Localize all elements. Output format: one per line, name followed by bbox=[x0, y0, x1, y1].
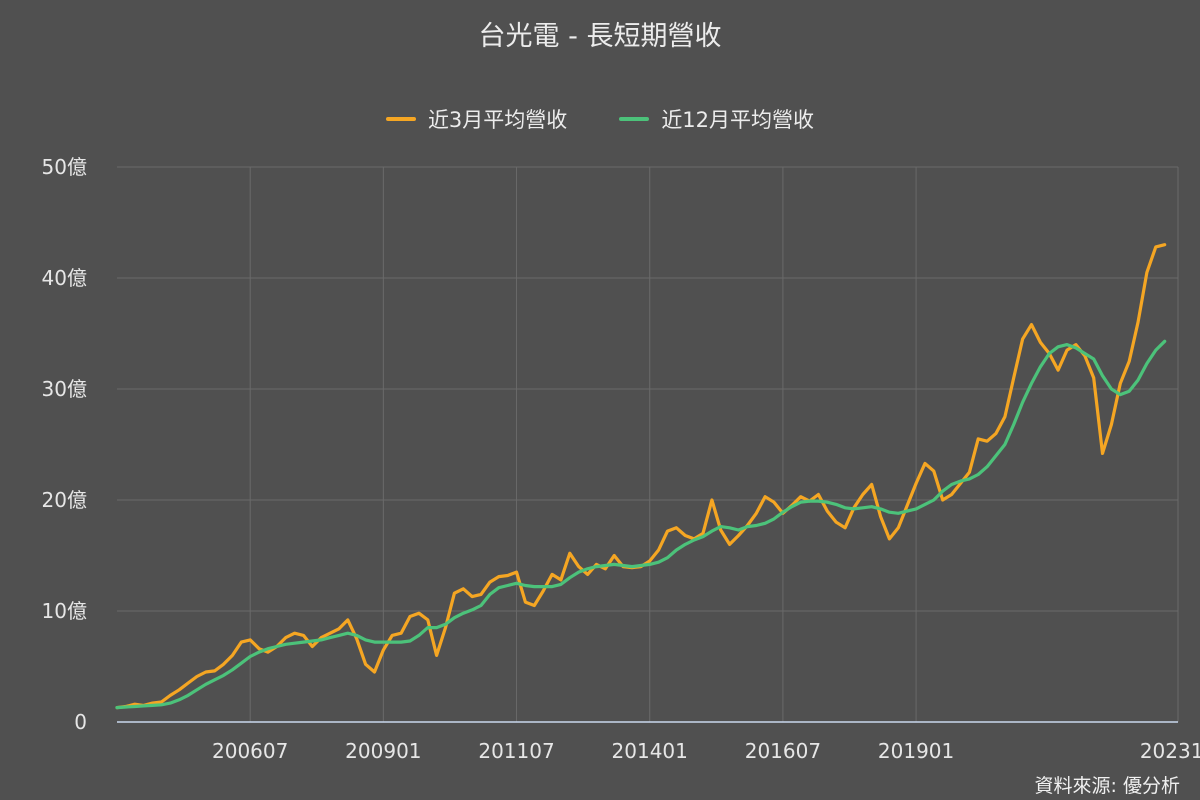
y-tick-label: 40億 bbox=[42, 266, 87, 290]
y-tick-label: 0 bbox=[74, 710, 87, 734]
x-tick-label: 200901 bbox=[345, 739, 421, 763]
series-line-3m-average bbox=[115, 243, 1167, 710]
x-tick-label: 201107 bbox=[478, 739, 554, 763]
x-tick-label: 201401 bbox=[612, 739, 688, 763]
x-tick-label: 201607 bbox=[745, 739, 821, 763]
legend-swatch-12m bbox=[619, 117, 650, 121]
legend-item-3m[interactable]: 近3月平均營收 bbox=[385, 104, 568, 134]
y-tick-label: 50億 bbox=[42, 155, 87, 179]
y-tick-label: 30億 bbox=[42, 377, 87, 401]
x-tick-label: 201901 bbox=[878, 739, 954, 763]
legend-item-12m[interactable]: 近12月平均營收 bbox=[619, 104, 814, 134]
series-line-12m-average bbox=[115, 339, 1167, 710]
x-tick-label: 202312 bbox=[1140, 739, 1200, 763]
legend-swatch-3m bbox=[385, 117, 416, 121]
chart-legend: 近3月平均營收 近12月平均營收 bbox=[0, 104, 1200, 134]
y-tick-label: 10億 bbox=[42, 599, 87, 623]
y-tick-label: 20億 bbox=[42, 488, 87, 512]
legend-label-3m: 近3月平均營收 bbox=[427, 108, 568, 132]
chart-title: 台光電 - 長短期營收 bbox=[478, 21, 722, 52]
data-source-note: 資料來源: 優分析 bbox=[1034, 775, 1180, 797]
legend-label-12m: 近12月平均營收 bbox=[661, 108, 815, 132]
chart-series bbox=[115, 243, 1167, 710]
y-axis: 0 10億 20億 30億 40億 50億 bbox=[42, 155, 87, 734]
x-axis: 200607 200901 201107 201401 201607 201901 2023… bbox=[117, 721, 1200, 763]
chart-grid bbox=[117, 166, 1179, 722]
x-tick-label: 200607 bbox=[212, 739, 288, 763]
